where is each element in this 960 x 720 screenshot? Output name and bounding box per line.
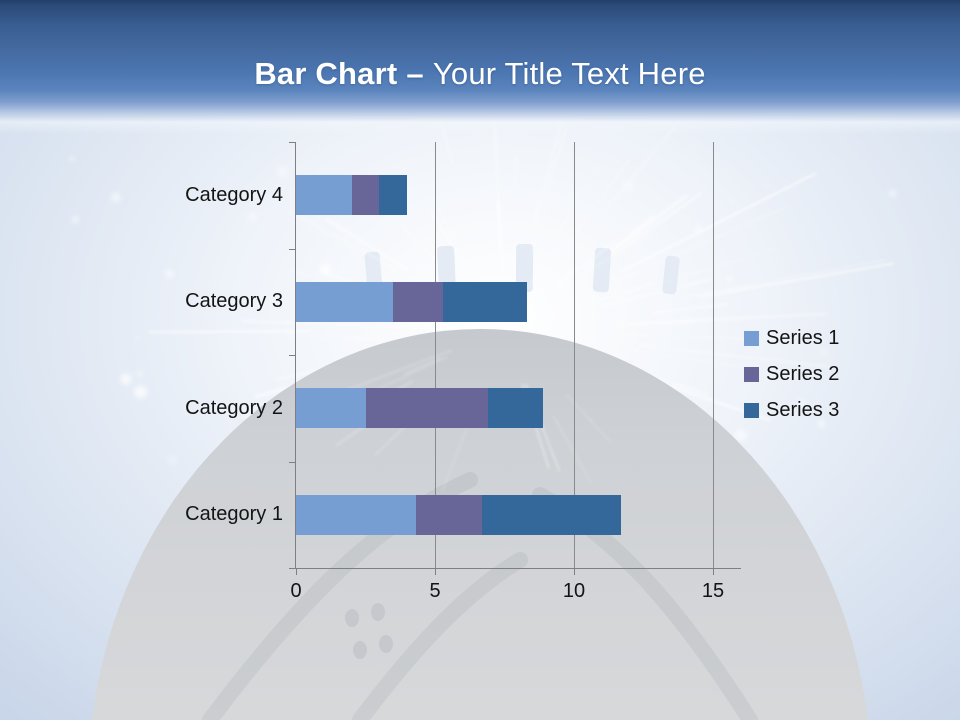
legend-item: Series 3 (744, 399, 839, 422)
bar-segment-series2 (351, 175, 380, 216)
category-label: Category 3 (185, 290, 283, 313)
bar-segment-series1 (296, 494, 416, 535)
y-axis-tick (289, 568, 296, 569)
bar-segment-series3 (379, 175, 408, 216)
y-axis-tick (289, 248, 296, 250)
bar-segment-series2 (365, 388, 488, 429)
gridline (435, 142, 436, 568)
legend-swatch-icon (744, 331, 759, 346)
category-label: Category 2 (185, 396, 283, 419)
x-tick-label: 0 (290, 580, 302, 602)
title-separator: – (406, 56, 424, 91)
bar-segment-series1 (296, 388, 366, 429)
legend-label: Series 2 (766, 363, 840, 385)
x-axis-tick (713, 568, 714, 575)
bar-segment-series2 (415, 494, 483, 535)
category-label: Category 1 (185, 503, 283, 526)
bar-segment-series1 (296, 281, 394, 322)
y-axis-tick (289, 355, 296, 356)
category-label: Category 4 (185, 183, 283, 206)
bar-segment-series3 (487, 388, 544, 429)
plot-area: 0 5 10 15 Category 4 Category 3 Category 2 Cate… (185, 142, 741, 602)
legend-item: Series 1 (744, 327, 839, 350)
bar-segment-series3 (443, 281, 527, 322)
x-tick-label: 15 (701, 580, 725, 602)
x-axis-tick (296, 568, 297, 575)
legend-label: Series 3 (766, 399, 840, 421)
bar-segment-series3 (482, 494, 622, 535)
header-band (0, 0, 960, 134)
legend-swatch-icon (744, 403, 759, 418)
title-regular-part: Your Title Text Here (432, 56, 706, 91)
legend: Series 1 Series 2 Series 3 (744, 327, 839, 435)
legend-label: Series 1 (766, 327, 840, 349)
gridline (574, 142, 575, 568)
bar-segment-series1 (296, 175, 352, 216)
speed-streaks-foreground (289, 163, 697, 492)
y-axis-tick (289, 142, 296, 143)
legend-swatch-icon (744, 367, 759, 382)
title-bold-part: Bar Chart (254, 56, 398, 91)
legend-item: Series 2 (744, 363, 839, 386)
x-tick-label: 5 (429, 580, 441, 602)
gridline (713, 142, 714, 568)
tread-notches (364, 243, 680, 295)
x-axis-tick (574, 568, 575, 575)
y-axis-tick (289, 461, 296, 463)
bar-segment-series2 (393, 281, 444, 322)
x-tick-label: 10 (562, 580, 586, 602)
x-axis-tick (435, 568, 436, 575)
slide-title: Bar Chart – Your Title Text Here (0, 56, 960, 92)
tread-dimples (345, 603, 393, 659)
